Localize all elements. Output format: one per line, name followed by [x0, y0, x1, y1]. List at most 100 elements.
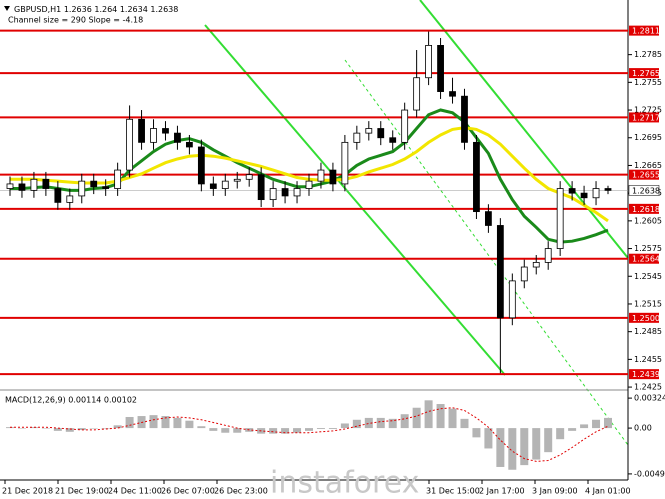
level-label: 1.2618	[632, 205, 660, 214]
candle-body	[556, 188, 564, 249]
watermark: instaforex	[270, 466, 419, 499]
candle-body	[30, 178, 38, 191]
macd-bar	[125, 416, 134, 429]
candle-body	[461, 95, 468, 143]
macd-bar	[484, 428, 493, 449]
candle-body	[484, 211, 492, 226]
level-tag	[629, 369, 659, 380]
macd-bar	[53, 428, 62, 431]
y-tick-label: -0.00495	[634, 469, 665, 478]
macd-bar	[340, 423, 349, 429]
quote: 1.2636	[64, 5, 92, 14]
x-tick-label: 2 Jan 17:00	[479, 487, 525, 496]
candle-body	[42, 178, 50, 189]
y-tick-label: 0.00	[634, 424, 652, 433]
macd-bar	[173, 417, 182, 429]
macd-bar	[65, 428, 74, 432]
candle-body	[209, 183, 217, 189]
macd-title: MACD(12,26,9) 0.00114 0.00102	[5, 396, 137, 405]
macd-bar	[568, 428, 577, 431]
candle-body	[185, 141, 193, 148]
y-tick-label: 1.2545	[634, 272, 662, 281]
quote: 1.2638	[150, 5, 178, 14]
candle-body	[449, 91, 456, 97]
macd-bar	[293, 428, 302, 433]
candle-body	[496, 225, 504, 319]
candle-body	[102, 186, 110, 189]
level-label: 1.2655	[632, 171, 660, 180]
current-price-label: 1.2638	[632, 186, 660, 195]
macd-bar	[376, 417, 385, 429]
candle-body	[365, 128, 373, 134]
candle-body	[54, 188, 62, 203]
level-label: 1.2500	[632, 314, 660, 323]
candle-body	[568, 188, 576, 194]
macd-bar	[508, 428, 517, 470]
macd-bar	[544, 428, 553, 453]
candle-body	[305, 180, 313, 189]
candle-body	[90, 180, 98, 188]
header: GBPUSD,H1 1.2636 1.264 1.2634 1.2638	[14, 5, 178, 14]
x-tick-label: 24 Dec 11:00	[108, 487, 162, 496]
y-tick-label: 1.2755	[634, 78, 662, 87]
x-tick-label: 26 Dec 23:00	[214, 487, 268, 496]
candle-body	[592, 188, 600, 199]
y-tick-label: 1.2515	[634, 299, 662, 308]
candle-body	[604, 188, 612, 191]
level-label: 1.2811	[632, 27, 660, 36]
macd-bar	[400, 414, 409, 429]
candle-body	[425, 45, 433, 79]
level-tag	[629, 203, 659, 214]
candle-body	[162, 128, 169, 134]
macd-bar	[221, 428, 230, 433]
candle-body	[281, 188, 289, 197]
candle-body	[508, 280, 516, 319]
candle-body	[389, 137, 397, 143]
candle-body	[245, 174, 253, 180]
macd-bar	[520, 428, 529, 466]
y-tick-label: 1.2425	[634, 383, 662, 392]
plot	[0, 29, 628, 470]
candle-body	[401, 109, 409, 143]
macd-bar	[209, 428, 218, 431]
y-tick-label: 1.2605	[634, 216, 662, 225]
macd-bar	[460, 418, 469, 429]
macd-bar	[604, 417, 612, 429]
candle-body	[269, 188, 277, 201]
y-tick-label: 0.00324	[634, 394, 665, 403]
macd-bar	[424, 400, 433, 429]
macd-signal	[10, 407, 609, 462]
level-label: 1.2564	[632, 255, 660, 264]
macd-bar	[412, 407, 421, 429]
level-label: 1.2717	[632, 113, 660, 122]
candle-body	[473, 141, 480, 213]
macd-bar	[328, 428, 337, 430]
candle-body	[544, 248, 552, 263]
macd-bar	[161, 416, 170, 429]
level-label: 1.2765	[632, 69, 660, 78]
macd-bar	[149, 415, 158, 429]
macd-bar	[388, 418, 397, 429]
level-tag	[629, 253, 659, 264]
candle-body	[377, 128, 385, 139]
candle-body	[329, 169, 337, 185]
candle-body	[413, 77, 421, 111]
macd-bar	[17, 428, 26, 429]
y-tick-label: 1.2785	[634, 50, 662, 59]
channel-lines	[0, 0, 629, 481]
y-tick-label: 1.2575	[634, 244, 662, 253]
macd-bar	[113, 425, 122, 429]
level-tag	[629, 68, 659, 79]
x-tick-label: 31 Dec 15:00	[426, 487, 480, 496]
macd-bar	[77, 428, 86, 430]
candle-body	[221, 180, 229, 189]
macd-bar	[305, 428, 313, 431]
macd-bar	[364, 417, 373, 429]
macd-bar	[532, 428, 541, 460]
macd-bar	[448, 408, 457, 429]
channel-mid	[344, 59, 629, 446]
macd-bar	[29, 427, 38, 429]
level-tag	[629, 25, 659, 36]
channel-line	[419, 0, 629, 259]
